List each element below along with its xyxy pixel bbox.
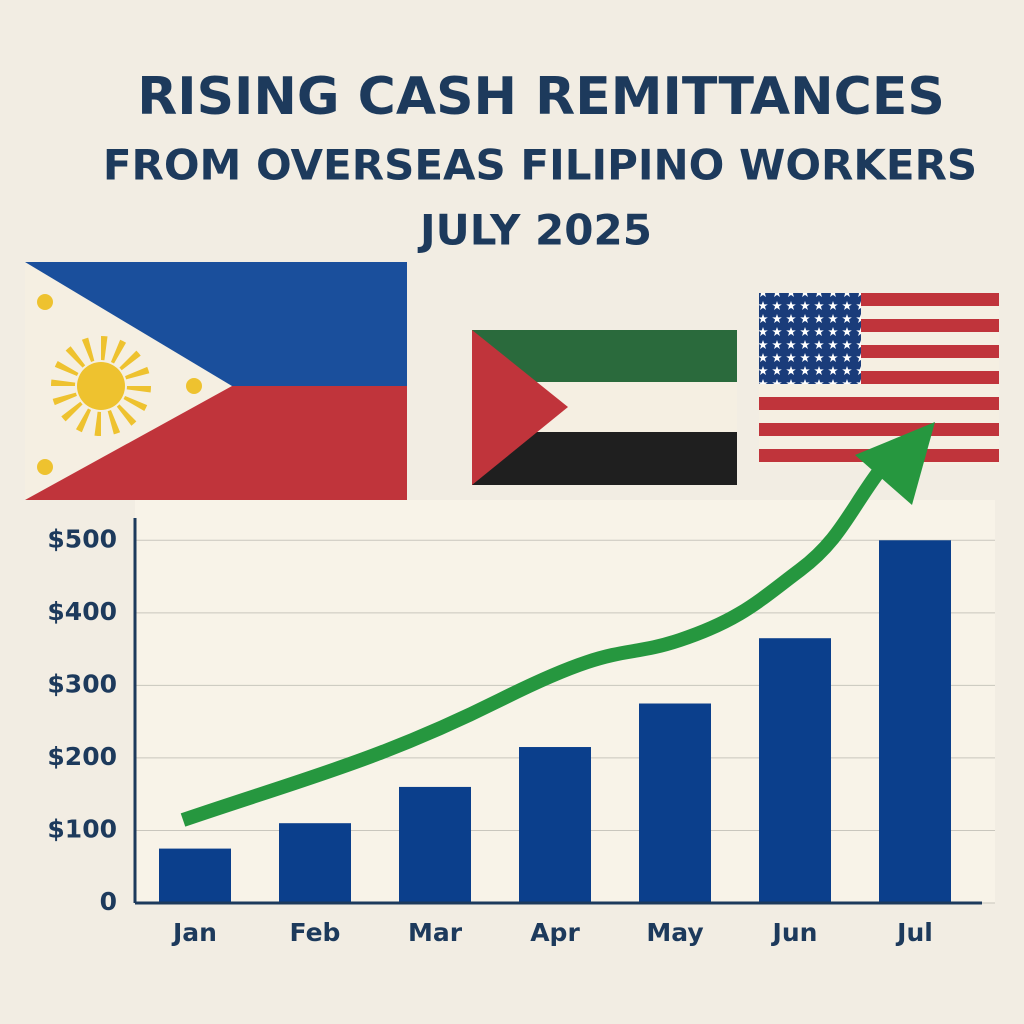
bar [279, 823, 351, 903]
philippines-flag [25, 262, 407, 500]
bar [639, 703, 711, 903]
x-tick-label: Feb [290, 918, 341, 947]
us-flag [759, 293, 999, 465]
y-tick-label: $500 [47, 524, 117, 553]
bars [159, 540, 951, 903]
bar [879, 540, 951, 903]
bar [159, 848, 231, 903]
y-tick-label: $400 [47, 597, 117, 626]
x-tick-label: Jan [171, 918, 217, 947]
bar [759, 638, 831, 903]
bar [399, 786, 471, 903]
y-tick-label: $100 [47, 814, 117, 843]
trend-arrow [180, 422, 935, 827]
x-tick-label: Jul [895, 918, 933, 947]
chart-title: RISING CASH REMITTANCES [137, 67, 945, 127]
uae-flag [472, 330, 737, 485]
y-tick-label: $300 [47, 669, 117, 698]
y-tick-label: 0 [100, 887, 117, 916]
y-tick-label: $200 [47, 742, 117, 771]
x-tick-label: May [646, 918, 703, 947]
x-tick-label: Apr [530, 918, 580, 947]
x-tick-label: Mar [408, 918, 463, 947]
chart-subtitle: FROM OVERSEAS FILIPINO WORKERS [103, 141, 977, 190]
chart-date: JULY 2025 [417, 206, 652, 255]
x-tick-label: Jun [771, 918, 818, 947]
bar [519, 747, 591, 903]
